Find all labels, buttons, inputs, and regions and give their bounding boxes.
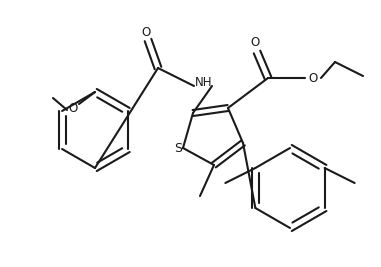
Text: S: S <box>174 143 182 155</box>
Text: O: O <box>308 72 318 84</box>
Text: O: O <box>250 37 259 49</box>
Text: O: O <box>68 101 78 115</box>
Text: O: O <box>141 26 150 38</box>
Text: NH: NH <box>195 76 213 88</box>
